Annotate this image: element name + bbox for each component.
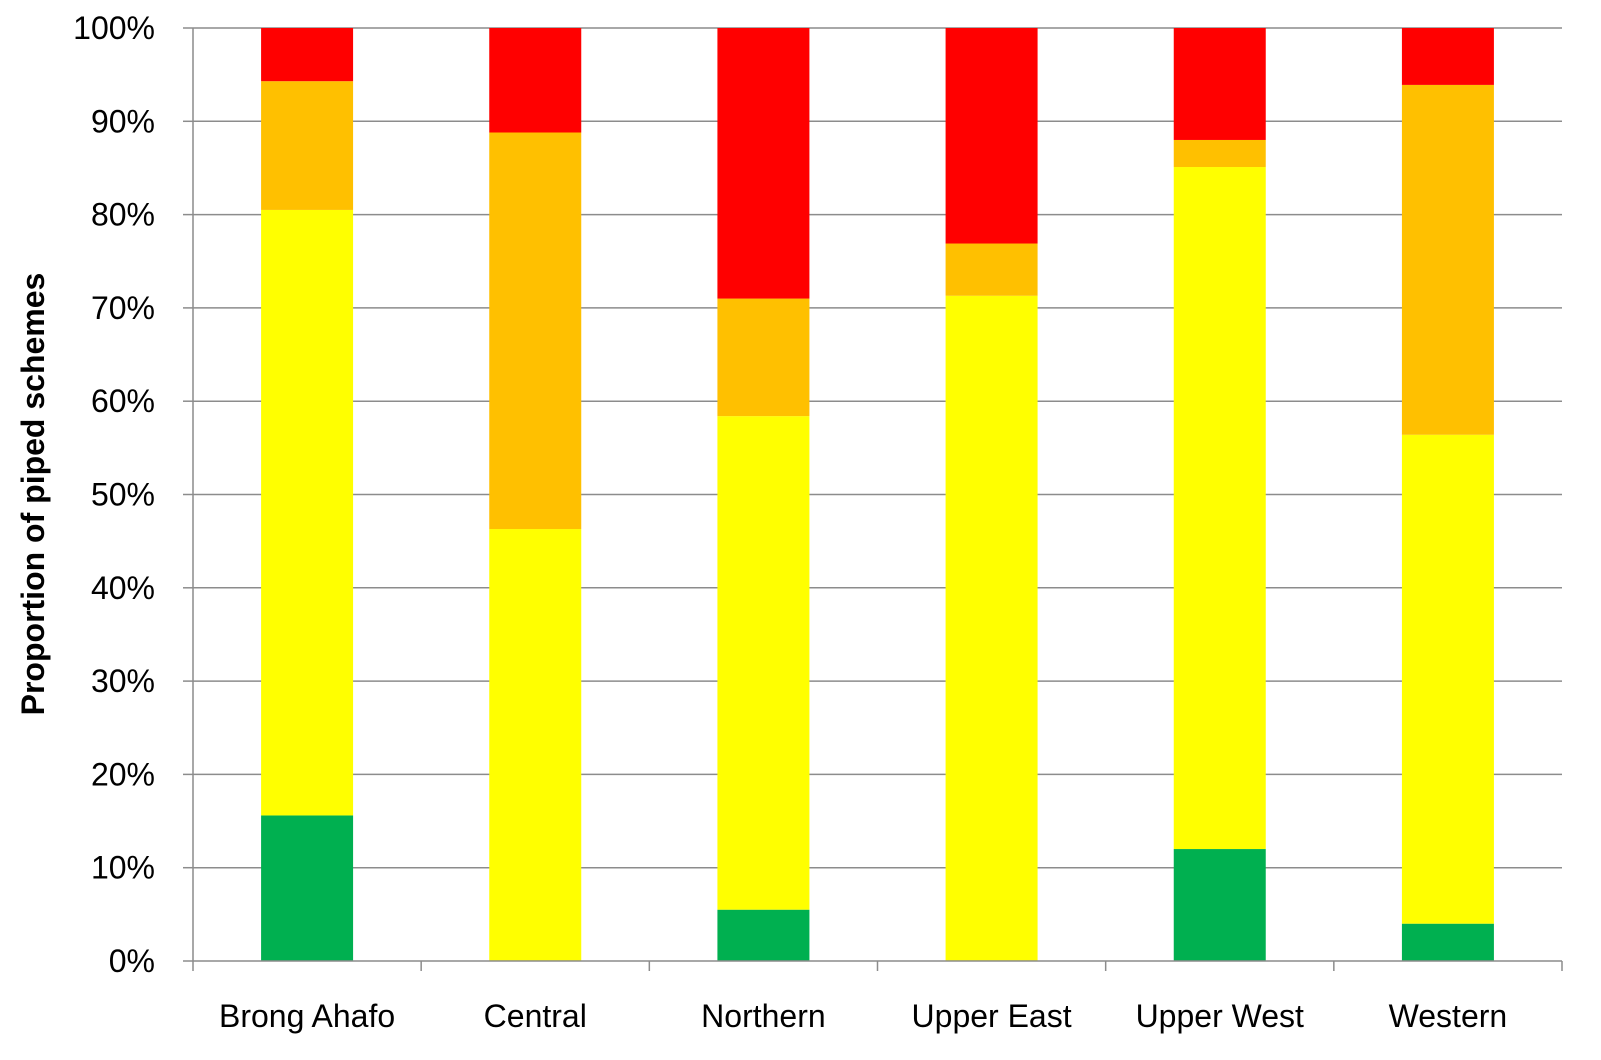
x-tick-label: Western: [1389, 998, 1508, 1034]
y-tick-label: 100%: [73, 10, 155, 46]
bar-segment: [717, 298, 810, 417]
x-tick-label: Brong Ahafo: [219, 998, 395, 1034]
y-tick-label: 40%: [91, 570, 155, 606]
y-tick-label: 90%: [91, 103, 155, 139]
x-tick-label: Upper West: [1136, 998, 1304, 1034]
tick-labels: 0% 10% 20% 30% 40% 50% 60% 70% 80% 90% 100% Brong A…: [73, 10, 1507, 1034]
bar-segment: [1173, 28, 1266, 140]
bars: [261, 28, 1494, 961]
axes: [183, 27, 1563, 971]
x-tick-label: Central: [484, 998, 587, 1034]
bar-segment: [1173, 167, 1266, 850]
bar-segment: [945, 295, 1038, 961]
y-tick-label: 20%: [91, 756, 155, 792]
y-axis-title: Proportion of piped schemes: [15, 273, 51, 716]
y-tick-label: 60%: [91, 383, 155, 419]
y-tick-label: 50%: [91, 477, 155, 513]
bar-segment: [261, 28, 354, 82]
bar-segment: [489, 529, 582, 961]
y-tick-label: 0%: [109, 943, 155, 979]
bar-segment: [945, 243, 1038, 296]
x-tick-label: Upper East: [912, 998, 1072, 1034]
bar-segment: [1401, 923, 1494, 961]
y-tick-label: 70%: [91, 290, 155, 326]
bar-segment: [717, 416, 810, 910]
x-tick-label: Northern: [701, 998, 826, 1034]
bar-segment: [945, 28, 1038, 244]
bar-segment: [261, 209, 354, 816]
gridlines: [193, 27, 1562, 869]
y-tick-label: 10%: [91, 850, 155, 886]
bar-segment: [1173, 139, 1266, 168]
bar-segment: [1401, 434, 1494, 924]
bar-segment: [261, 815, 354, 961]
bar-segment: [1401, 84, 1494, 435]
bar-segment: [489, 132, 582, 530]
bar-segment: [717, 28, 810, 299]
bar-segment: [1173, 849, 1266, 961]
bar-segment: [261, 81, 354, 210]
y-tick-label: 80%: [91, 197, 155, 233]
bar-segment: [1401, 28, 1494, 85]
bar-segment: [489, 28, 582, 133]
y-tick-label: 30%: [91, 663, 155, 699]
bar-segment: [717, 909, 810, 961]
